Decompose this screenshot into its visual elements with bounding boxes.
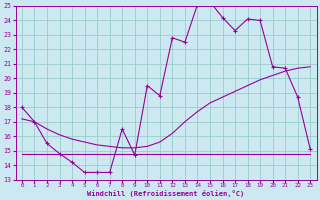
X-axis label: Windchill (Refroidissement éolien,°C): Windchill (Refroidissement éolien,°C) — [87, 190, 245, 197]
